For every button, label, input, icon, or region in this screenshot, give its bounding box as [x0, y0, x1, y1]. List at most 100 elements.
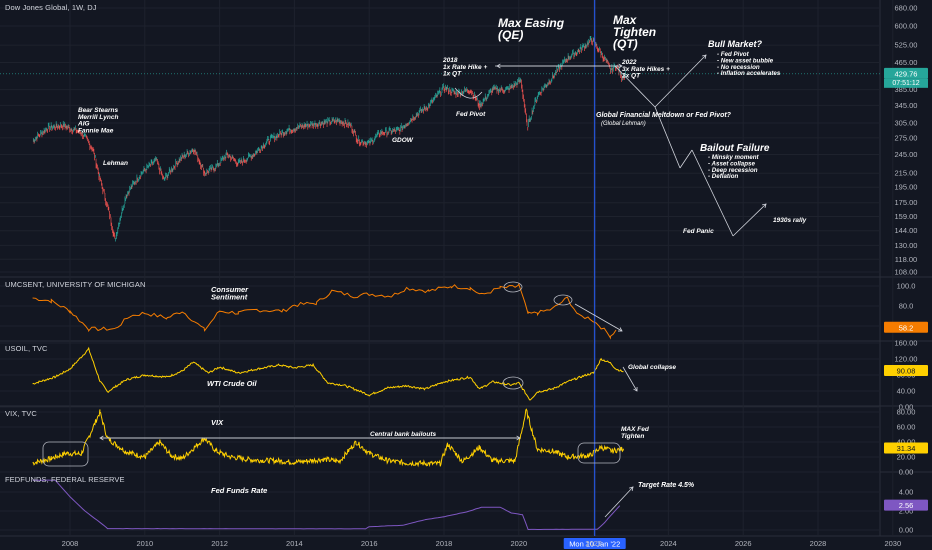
path-rally [732, 203, 767, 237]
main-last-value-bg [884, 67, 928, 79]
qe-annotation: Max Easing (QE) [498, 16, 565, 42]
path-rally-head [762, 203, 767, 208]
fedfunds-last-value: 2.56 [899, 501, 914, 510]
price-tick-label: 465.00 [895, 58, 918, 67]
main-pane-title: Dow Jones Global, 1W, DJ [5, 3, 97, 12]
vix-box-2008 [42, 441, 89, 467]
usoil-circle [502, 376, 524, 390]
time-tick-label: 2026 [735, 539, 752, 548]
path-down [614, 65, 656, 108]
usoil-arrow [622, 366, 638, 392]
cursor-date-label: Mon 10 Jan '22 [569, 540, 620, 549]
fedfunds-last-value-bg [884, 499, 928, 511]
price-tick-label: 305.00 [895, 119, 918, 128]
price-tick-label: 175.00 [895, 198, 918, 207]
usoil-arrow-head [633, 386, 638, 392]
time-tick-label: 2030 [884, 539, 901, 548]
umcsent-circle-2020 [503, 281, 523, 293]
price-tick-label: 40.00 [897, 438, 916, 447]
time-tick-label: 2028 [810, 539, 827, 548]
price-tick-label: 680.00 [895, 4, 918, 13]
price-tick-label: 0.00 [899, 526, 914, 535]
path-meltdown [654, 106, 681, 169]
fed-pivot-arc [454, 87, 483, 99]
price-tick-label: 385.00 [895, 85, 918, 94]
price-tick-label: 0.00 [899, 403, 914, 412]
umcsent-note: Consumer Sentiment [211, 285, 249, 302]
fed-panic-note: Fed Panic [683, 228, 714, 235]
vix-bailouts-note: Central bank bailouts [370, 431, 436, 438]
price-tick-label: 108.00 [895, 268, 918, 277]
fedfunds-line [32, 479, 621, 531]
usoil-last-value: 90.08 [897, 366, 916, 375]
main-last-time: 07:51:12 [892, 80, 919, 87]
price-tick-label: 130.00 [895, 241, 918, 250]
meltdown-note: Global Financial Meltdown or Fed Pivot? [596, 112, 732, 119]
panels [0, 36, 880, 531]
vix-last-value-bg [884, 442, 928, 454]
usoil-last-value-bg [884, 364, 928, 376]
umcsent-pane-title: UMCSENT, UNIVERSITY OF MICHIGAN [5, 280, 146, 289]
fedfunds-target-note: Target Rate 4.5% [638, 482, 695, 489]
time-tick-label: 2012 [211, 539, 228, 548]
fedfunds-pane-title: FEDFUNDS, FEDERAL RESERVE [5, 475, 125, 484]
price-tick-label: 275.00 [895, 133, 918, 142]
bear-stearns-note: Bear Stearns Merrill Lynch AIG Fannie Mae [77, 107, 118, 134]
price-tick-label: 144.00 [895, 226, 918, 235]
path-bull-head [702, 54, 707, 59]
price-tick-label: 4.00 [899, 488, 914, 497]
vix-max-fed-note: MAX Fed Tighten [621, 426, 650, 440]
price-tick-label: 525.00 [895, 41, 918, 50]
main-last-time-bg [884, 78, 928, 88]
price-axis[interactable]: 680.00 600.00 525.00 465.00 385.00 345.00 305.… [884, 4, 928, 535]
gdow-note: GDOW [392, 137, 414, 144]
price-tick-label: 118.00 [895, 255, 917, 264]
vix-pane-title: VIX, TVC [5, 409, 37, 418]
rally-1930s-note: 1930s rally [773, 217, 807, 224]
price-tick-label: 20.00 [897, 453, 916, 462]
cursor: Mon 10 Jan '22 [563, 0, 626, 549]
bull-title: Bull Market? [708, 39, 763, 49]
main-last-value: 429.76 [895, 69, 918, 78]
time-tick-label: 2010 [136, 539, 153, 548]
price-tick-label: 80.00 [897, 408, 916, 417]
time-tick-label: 2018 [436, 539, 453, 548]
time-tick-label: 2024 [660, 539, 677, 548]
price-tick-label: 2.00 [899, 507, 914, 516]
fed-pivot-note: Fed Pivot [456, 111, 486, 118]
bailout-title: Bailout Failure [700, 143, 770, 154]
vix-note: VIX [211, 418, 224, 427]
bull-items: - Fed Pivot - New asset bubble - No recess… [717, 51, 781, 77]
time-tick-label: 2016 [361, 539, 378, 548]
vix-last-value: 31.34 [897, 444, 916, 453]
usoil-pane-title: USOIL, TVC [5, 344, 48, 353]
price-tick-label: 40.00 [897, 387, 916, 396]
price-tick-label: 195.00 [895, 183, 918, 192]
usoil-line [32, 346, 624, 401]
path-collapse [691, 149, 734, 237]
price-tick-label: 100.0 [897, 282, 916, 291]
arrow-2022-2018-head [496, 63, 501, 69]
time-tick-label: 2014 [286, 539, 303, 548]
price-tick-label: 159.00 [895, 212, 918, 221]
price-tick-label: 600.00 [895, 21, 918, 30]
time-axis[interactable]: 2008 2010 2012 2014 2016 2018 2020 2022 2024 2026… [62, 539, 932, 548]
lehman-note: Lehman [103, 160, 128, 167]
time-tick-label: 2008 [62, 539, 79, 548]
vix-arrow-right-head [516, 435, 521, 441]
price-tick-label: 80.0 [899, 302, 914, 311]
umcsent-last-value: 58.2 [899, 323, 914, 332]
umcsent-arrow [574, 303, 623, 332]
umcsent-line [32, 282, 617, 340]
qt-annotation: Max Tighten (QT) [613, 13, 656, 51]
time-tick-label: 2022 [585, 539, 602, 548]
note-2022: 2022 3x Rate Hikes +2x QT [621, 59, 670, 80]
annotations: Max Easing (QE) Max Tighten (QT) 2018 1x Rate … [42, 13, 807, 518]
path-bull [654, 54, 707, 108]
price-tick-label: 60.00 [897, 423, 916, 432]
cursor-date-box [563, 538, 626, 549]
note-2018: 2018 1x Rate Hike +1x QT [442, 57, 487, 78]
vix-box-2022 [577, 442, 621, 464]
price-tick-label: 345.00 [895, 101, 918, 110]
